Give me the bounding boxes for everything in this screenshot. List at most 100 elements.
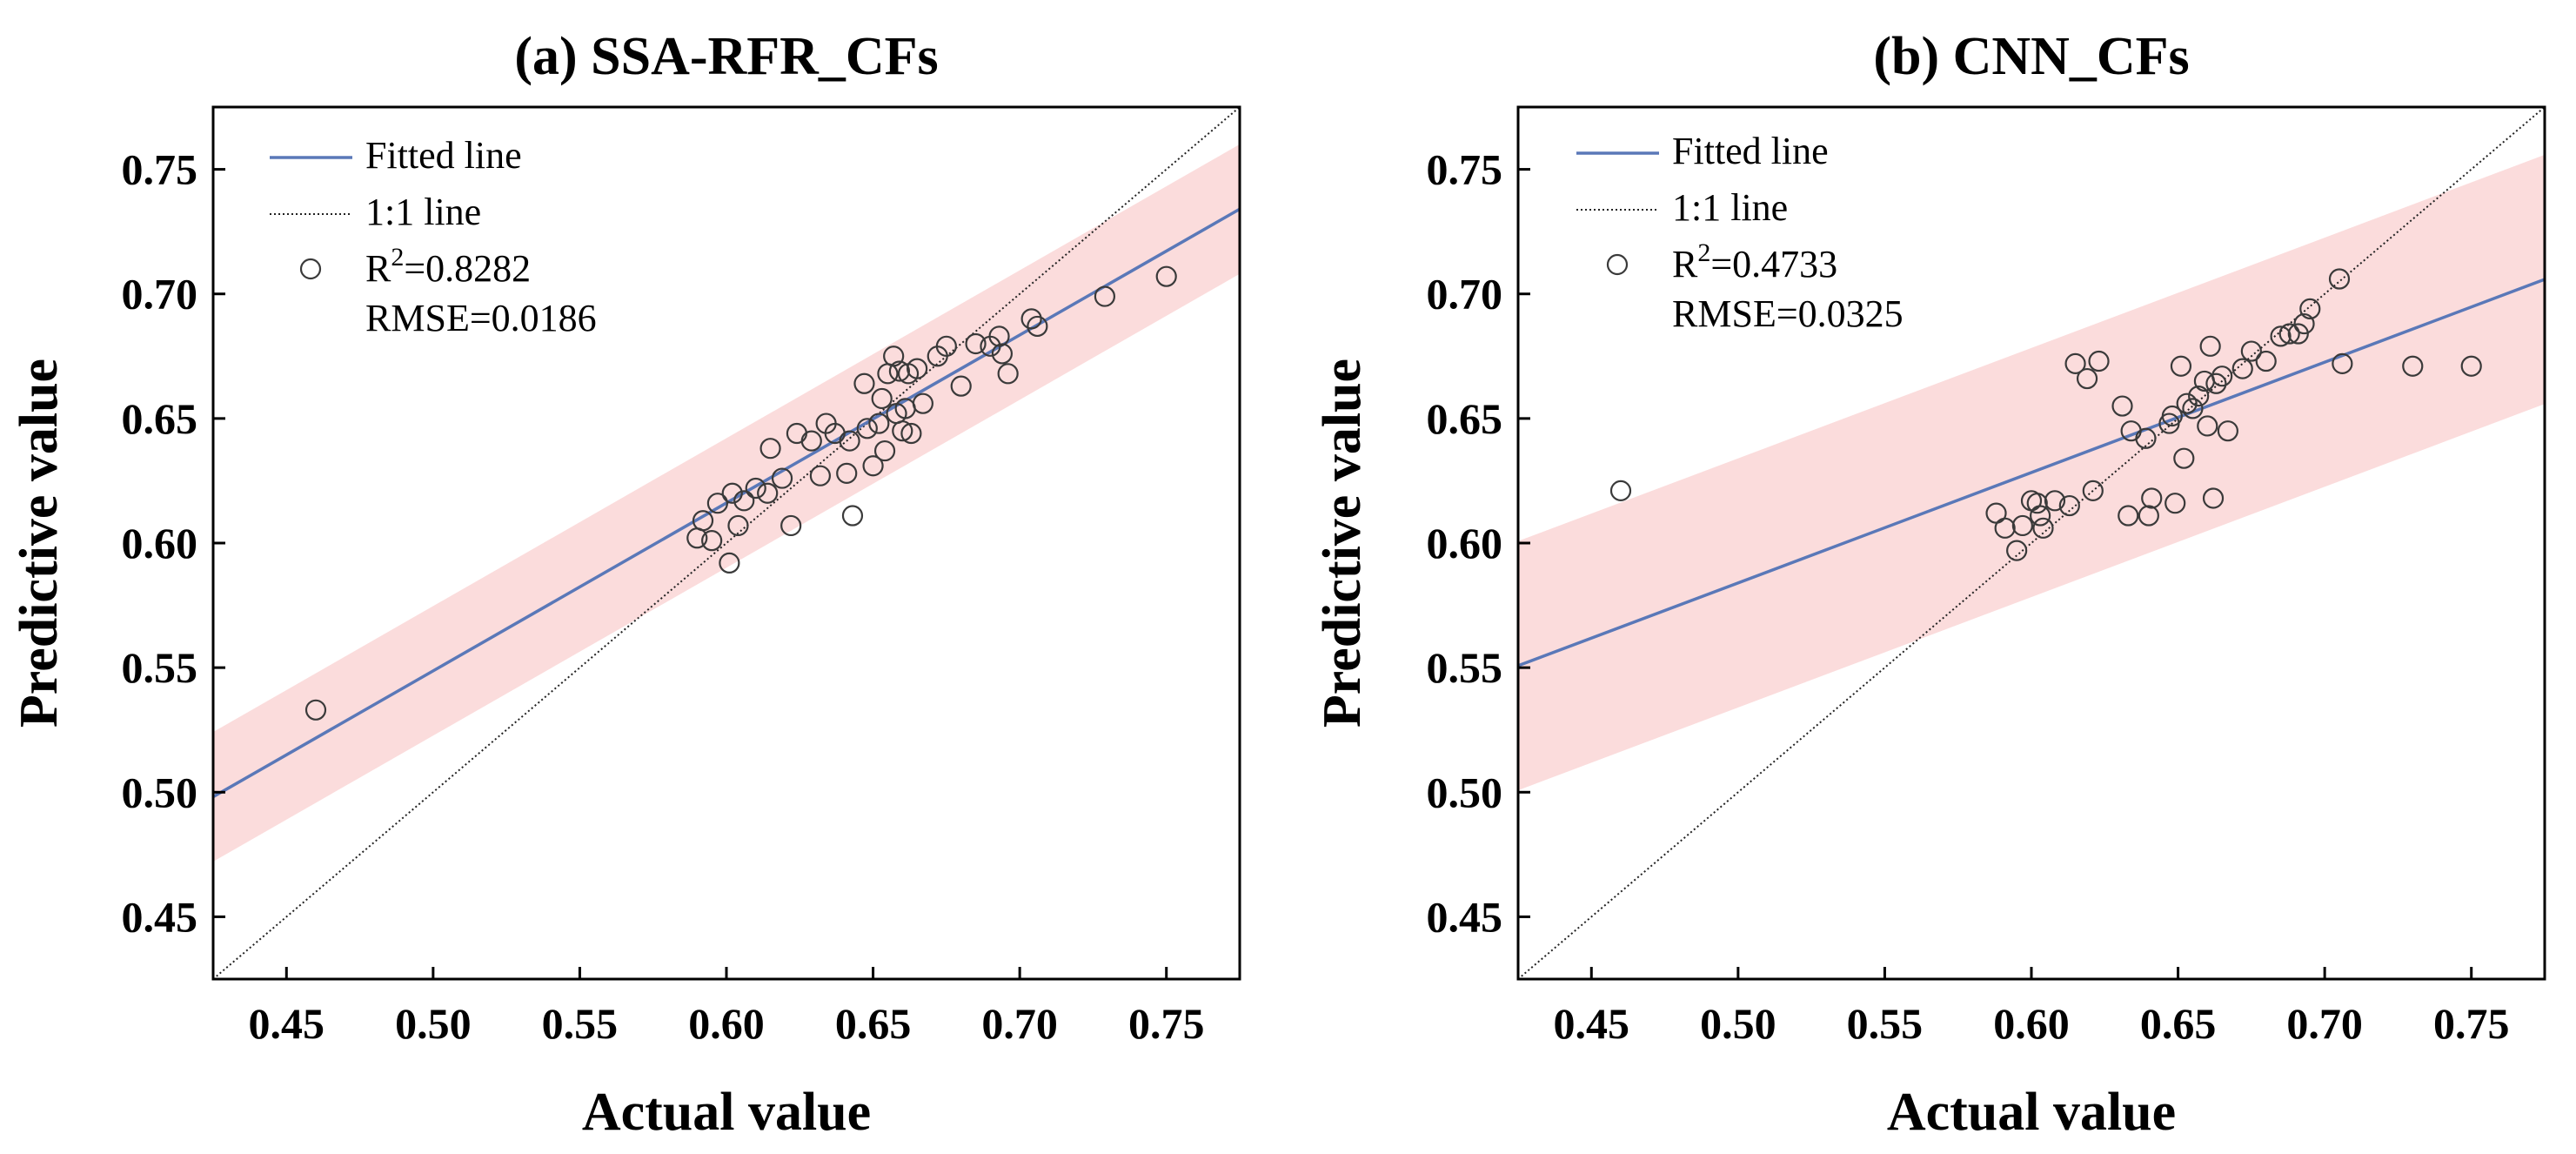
data-point bbox=[2030, 505, 2051, 527]
data-point bbox=[780, 514, 802, 537]
data-point bbox=[2006, 540, 2028, 561]
legend-oneone-label: 1:1 line bbox=[1672, 186, 1788, 229]
y-tick-label: 0.50 bbox=[122, 768, 198, 816]
panel-b: 0.45 0.50 0.55 0.60 0.65 0.70 0.75 0.45 0.50 0.55… bbox=[1313, 27, 2546, 1142]
legend-oneone-label: 1:1 line bbox=[365, 191, 481, 233]
x-tick-label: 0.60 bbox=[1993, 999, 2070, 1048]
panel-a: 0.45 0.50 0.55 0.60 0.65 0.70 0.75 0.45 0.50 0.55… bbox=[10, 27, 1241, 1142]
y-tick-label: 0.70 bbox=[122, 270, 198, 319]
y-tick-label: 0.75 bbox=[122, 145, 198, 194]
plot-area bbox=[213, 107, 1240, 979]
data-point bbox=[2240, 340, 2262, 362]
x-axis-label: Actual value bbox=[1887, 1083, 2176, 1142]
data-point bbox=[1027, 315, 1048, 338]
data-point bbox=[2402, 355, 2424, 377]
data-point bbox=[692, 510, 714, 532]
data-point bbox=[868, 413, 890, 434]
y-tick-label: 0.65 bbox=[122, 394, 198, 443]
data-point bbox=[907, 358, 928, 379]
data-point bbox=[2217, 420, 2238, 442]
data-point bbox=[2138, 505, 2159, 527]
data-point bbox=[841, 505, 864, 527]
data-point bbox=[2231, 358, 2253, 379]
data-point bbox=[1609, 480, 1632, 501]
data-point bbox=[2064, 352, 2086, 374]
data-point bbox=[991, 343, 1014, 365]
x-tick-label: 0.75 bbox=[2433, 999, 2510, 1048]
data-point bbox=[2176, 392, 2198, 414]
data-point bbox=[862, 455, 884, 477]
legend-point-swatch bbox=[299, 258, 322, 280]
data-point bbox=[1094, 285, 1116, 307]
x-tick-label: 0.45 bbox=[1554, 999, 1630, 1048]
y-tick-label: 0.60 bbox=[122, 519, 198, 567]
data-point bbox=[935, 335, 957, 357]
x-tick-label: 0.55 bbox=[1847, 999, 1924, 1048]
data-point bbox=[2026, 493, 2048, 514]
y-tick-label: 0.45 bbox=[122, 892, 198, 941]
data-point bbox=[2165, 493, 2186, 514]
data-point bbox=[706, 493, 728, 514]
data-point bbox=[997, 363, 1019, 385]
data-point bbox=[2170, 355, 2192, 377]
r2-superscript: 2 bbox=[1697, 238, 1710, 267]
data-point bbox=[727, 514, 749, 537]
data-point bbox=[2076, 367, 2098, 390]
data-point bbox=[701, 530, 723, 552]
data-point bbox=[2332, 352, 2353, 374]
x-tick-label: 0.50 bbox=[1700, 999, 1776, 1048]
y-tick-label: 0.70 bbox=[1427, 270, 1503, 319]
data-point bbox=[2011, 514, 2033, 537]
legend-fitted-label: Fitted line bbox=[365, 134, 522, 177]
data-point bbox=[965, 332, 987, 355]
data-point bbox=[1020, 308, 1042, 330]
data-point bbox=[888, 360, 911, 382]
legend-rmse-label: RMSE=0.0325 bbox=[1672, 292, 1904, 335]
y-tick-label: 0.55 bbox=[1427, 643, 1503, 692]
legend-r2-label: R2=0.8282 bbox=[365, 243, 531, 290]
r2-prefix: R bbox=[1672, 243, 1698, 285]
data-point bbox=[759, 438, 781, 460]
data-point bbox=[2202, 487, 2225, 509]
y-tick-label: 0.60 bbox=[1427, 519, 1503, 567]
r2-superscript: 2 bbox=[391, 243, 404, 272]
x-axis-label: Actual value bbox=[582, 1083, 871, 1142]
data-point bbox=[771, 467, 793, 489]
data-point bbox=[2032, 517, 2054, 539]
legend-fitted-label: Fitted line bbox=[1672, 130, 1829, 172]
x-tick-label: 0.70 bbox=[981, 999, 1058, 1048]
y-axis-label: Predictive value bbox=[1313, 359, 1372, 728]
data-point bbox=[1994, 517, 2016, 539]
y-tick-label: 0.50 bbox=[1427, 768, 1503, 816]
data-point bbox=[950, 375, 972, 397]
x-tick-label: 0.75 bbox=[1128, 999, 1205, 1048]
data-point bbox=[988, 325, 1010, 347]
data-point bbox=[809, 465, 831, 486]
data-point bbox=[2118, 505, 2139, 527]
one-to-one-line bbox=[213, 107, 1240, 979]
y-tick-label: 0.65 bbox=[1427, 394, 1503, 443]
data-point bbox=[856, 418, 878, 439]
data-point bbox=[2255, 350, 2277, 372]
r2-value: =0.8282 bbox=[404, 247, 531, 290]
y-tick-label: 0.75 bbox=[1427, 145, 1503, 194]
data-point bbox=[2135, 427, 2157, 449]
data-point bbox=[2161, 405, 2183, 427]
data-point bbox=[2328, 268, 2351, 290]
data-point bbox=[2460, 355, 2482, 377]
y-tick-label: 0.45 bbox=[1427, 892, 1503, 941]
data-point bbox=[2058, 494, 2080, 517]
x-tick-label: 0.45 bbox=[249, 999, 325, 1048]
one-to-one-line bbox=[1518, 107, 2545, 979]
data-point bbox=[2205, 372, 2227, 394]
data-point bbox=[2111, 395, 2133, 417]
chart-title: (b) CNN_CFs bbox=[1873, 27, 2189, 86]
r2-value: =0.4733 bbox=[1710, 243, 1837, 285]
x-tick-label: 0.60 bbox=[688, 999, 765, 1048]
fitted-line bbox=[1518, 278, 2545, 668]
data-point bbox=[900, 422, 922, 445]
data-point bbox=[912, 392, 933, 414]
data-point bbox=[883, 346, 905, 367]
data-point bbox=[2270, 325, 2292, 347]
